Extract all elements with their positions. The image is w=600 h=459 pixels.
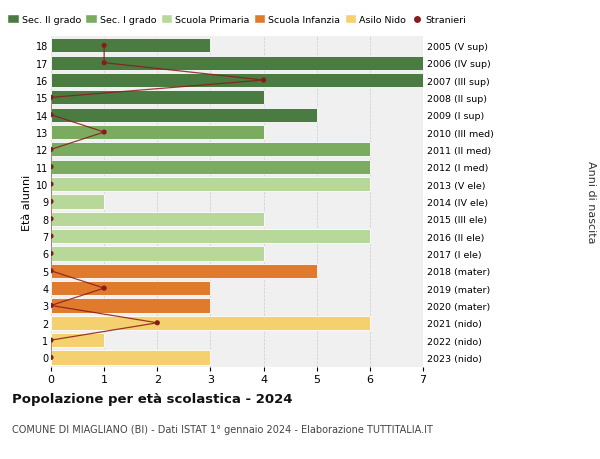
Text: COMUNE DI MIAGLIANO (BI) - Dati ISTAT 1° gennaio 2024 - Elaborazione TUTTITALIA.: COMUNE DI MIAGLIANO (BI) - Dati ISTAT 1°… [12, 425, 433, 435]
Point [259, 77, 268, 84]
Bar [51, 56, 423, 71]
Bar [51, 351, 211, 365]
Bar [51, 299, 211, 313]
Bar [51, 212, 263, 226]
Point [46, 250, 56, 257]
Point [46, 164, 56, 171]
Point [46, 233, 56, 240]
Bar [51, 74, 423, 88]
Point [46, 337, 56, 344]
Point [46, 302, 56, 309]
Text: Popolazione per età scolastica - 2024: Popolazione per età scolastica - 2024 [12, 392, 293, 405]
Point [46, 95, 56, 102]
Bar [51, 281, 211, 296]
Point [46, 216, 56, 223]
Bar [51, 108, 317, 123]
Bar [51, 230, 370, 244]
Point [46, 268, 56, 275]
Bar [51, 178, 370, 192]
Y-axis label: Età alunni: Età alunni [22, 174, 32, 230]
Point [152, 319, 162, 327]
Point [46, 354, 56, 361]
Point [100, 129, 109, 136]
Bar [51, 91, 263, 105]
Bar [51, 160, 370, 174]
Bar [51, 247, 263, 261]
Point [46, 112, 56, 119]
Bar [51, 195, 104, 209]
Bar [51, 316, 370, 330]
Bar [51, 126, 263, 140]
Text: Anni di nascita: Anni di nascita [586, 161, 596, 243]
Bar [51, 143, 370, 157]
Legend: Sec. II grado, Sec. I grado, Scuola Primaria, Scuola Infanzia, Asilo Nido, Stran: Sec. II grado, Sec. I grado, Scuola Prim… [8, 16, 466, 25]
Bar [51, 333, 104, 347]
Bar [51, 264, 317, 278]
Point [100, 60, 109, 67]
Point [100, 43, 109, 50]
Point [46, 181, 56, 188]
Point [46, 198, 56, 206]
Point [100, 285, 109, 292]
Point [46, 146, 56, 154]
Bar [51, 39, 211, 53]
